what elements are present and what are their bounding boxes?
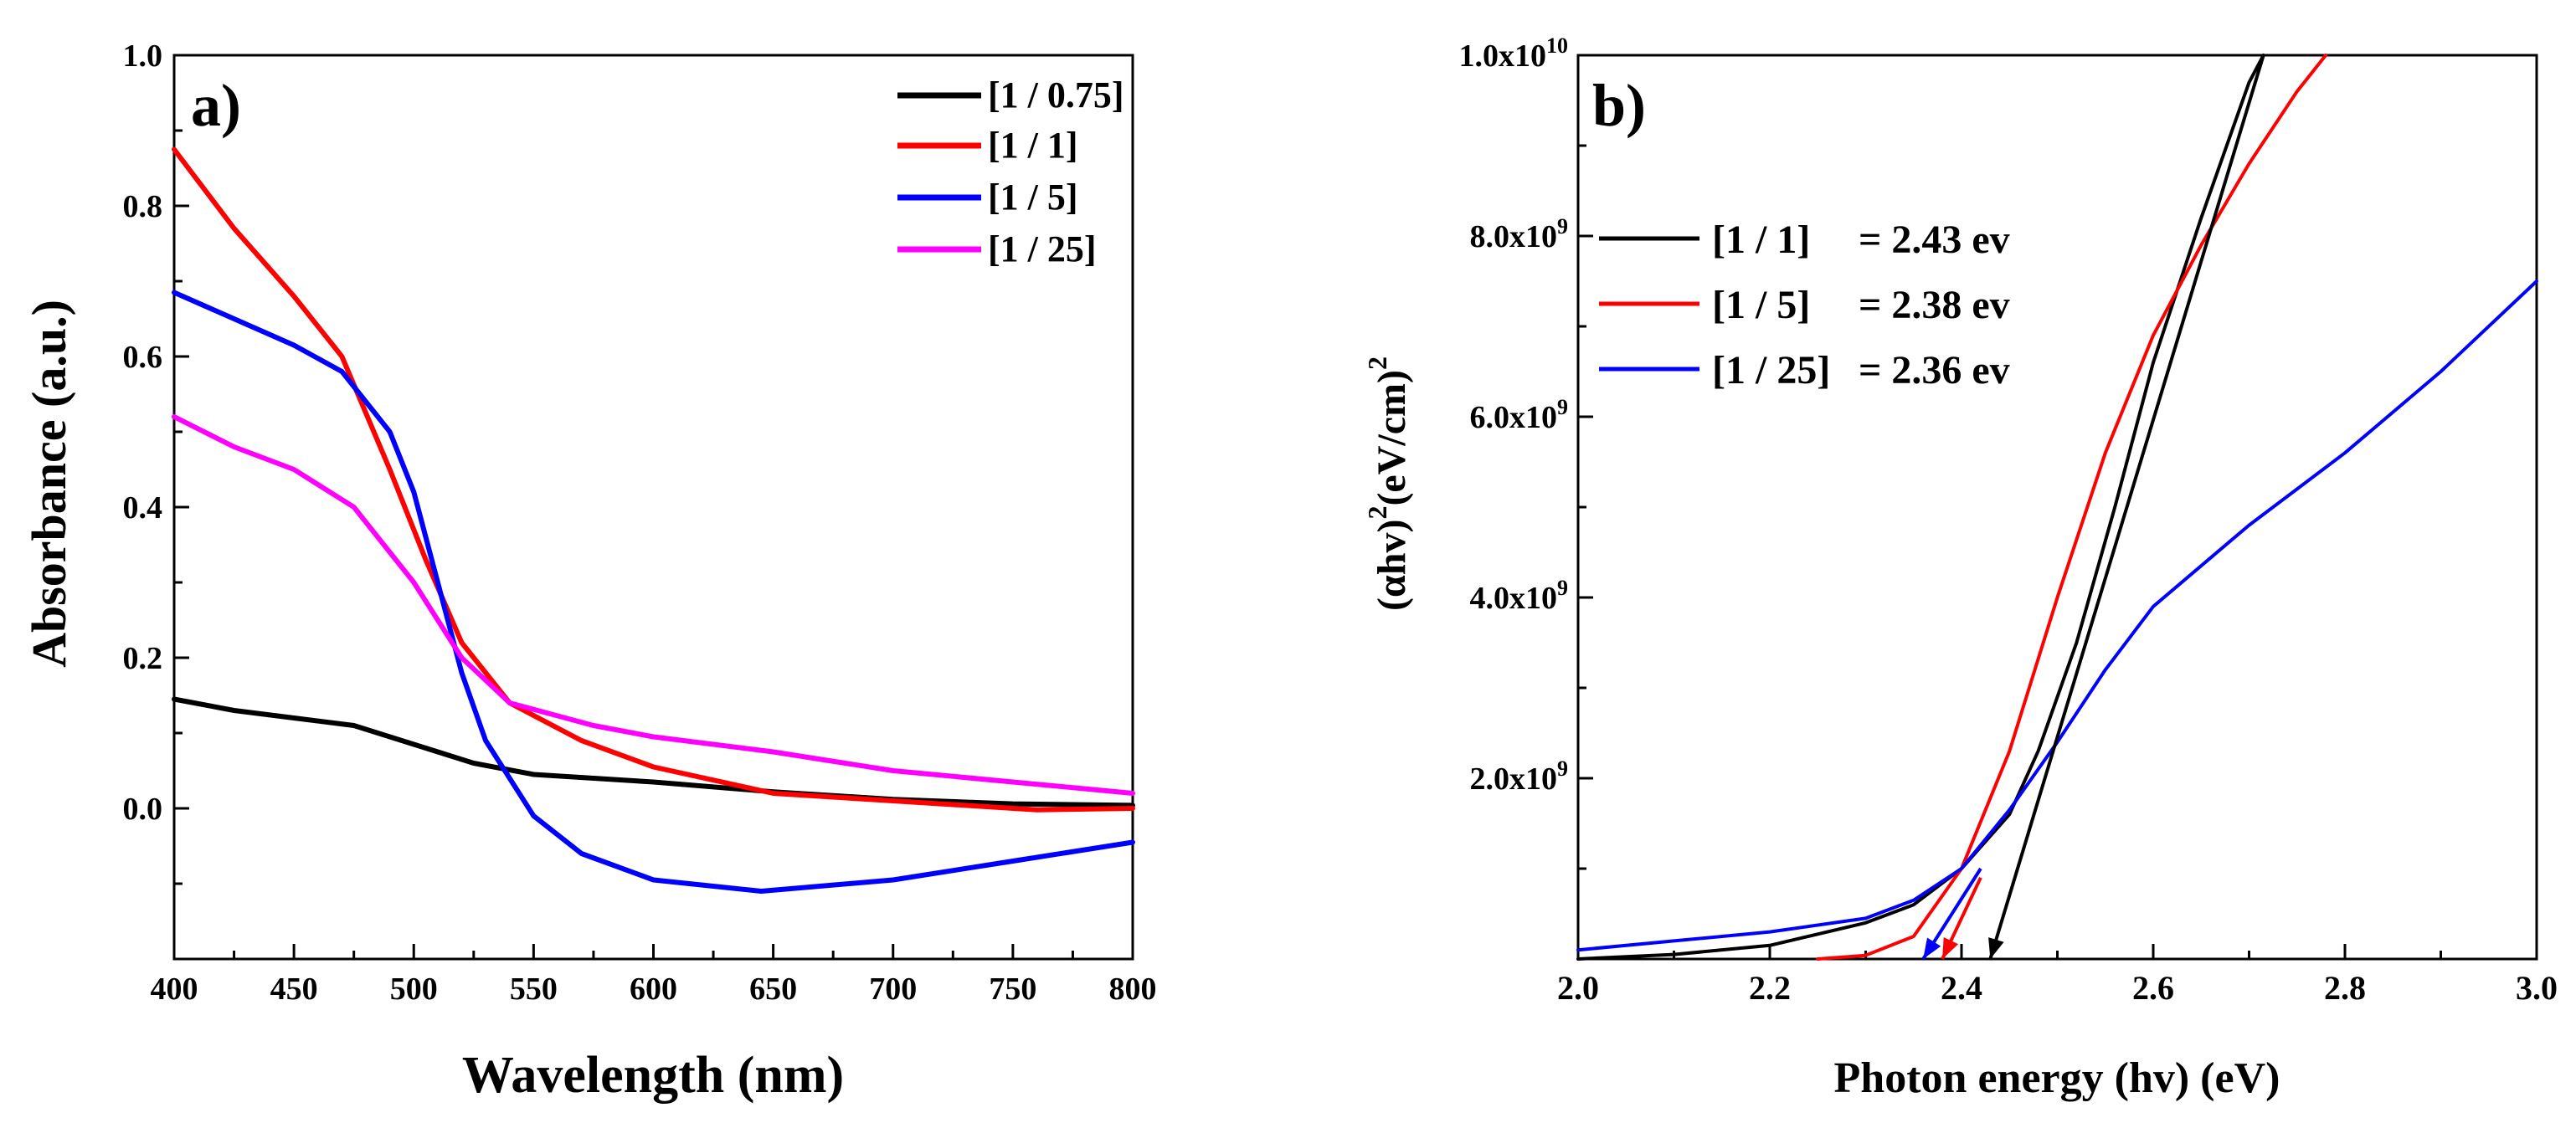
series-line-b-1-25: [1576, 279, 2538, 952]
panel-a-x-tick-label: 650: [749, 972, 797, 1007]
panel-a-chart: a) Wavelength (nm) Absorbance (a.u.) 400…: [22, 38, 1157, 1104]
panel-a-label: a): [191, 72, 241, 139]
legend-value-b-1-5: = 2.38 ev: [1859, 283, 2010, 327]
panel-b-y-tick-label: 6.0x109: [1470, 395, 1569, 435]
panel-b-label: b): [1592, 72, 1646, 139]
series-line-1-0-75: [172, 696, 1135, 808]
series-line-1-25: [172, 414, 1135, 796]
panel-a-x-axis-title: Wavelength (nm): [462, 1047, 844, 1104]
series-line-1-1: [172, 146, 1135, 813]
panel-b-y-axis-title: (αhv)2(eV/cm)2: [1362, 356, 1414, 611]
panel-b-plot-frame: [1576, 54, 2538, 961]
legend-value-b-1-1: = 2.43 ev: [1859, 218, 2010, 262]
panel-b-x-axis-title: Photon energy (hv) (eV): [1834, 1054, 2280, 1102]
panel-a-y-tick-label: 1.0: [123, 38, 163, 74]
panel-b-x-tick-label: 2.0: [1557, 969, 1599, 1007]
panel-b-x-tick-label: 3.0: [2516, 969, 2558, 1007]
panel-a-y-tick-label: 0.6: [123, 340, 163, 375]
legend-label-b-1-5: [1 / 5]: [1712, 283, 1810, 327]
panel-a-y-tick-label: 0.2: [123, 641, 163, 676]
legend-label-1-0-75: [1 / 0.75]: [988, 74, 1124, 115]
legend-label-b-1-25: [1 / 25]: [1712, 348, 1830, 392]
panel-b-y-tick-label: 8.0x109: [1470, 214, 1569, 254]
series-line-b-1-5: [1816, 54, 2328, 961]
legend-label-1-5: [1 / 5]: [988, 177, 1078, 218]
panel-a-x-tick-label: 400: [151, 972, 198, 1007]
panel-b-x-tick-label: 2.2: [1749, 969, 1791, 1007]
panel-a-x-tick-label: 600: [630, 972, 677, 1007]
panel-a-x-tick-label: 750: [989, 972, 1036, 1007]
series-line-1-5: [172, 290, 1135, 894]
legend-label-1-1: [1 / 1]: [988, 125, 1078, 166]
panel-a-y-tick-label: 0.4: [123, 490, 163, 526]
legend-label-1-25: [1 / 25]: [988, 228, 1097, 269]
legend-label-b-1-1: [1 / 1]: [1712, 218, 1810, 262]
fit-arrowhead-1-1-fit: [1988, 937, 2004, 959]
fit-arrowhead-1-25-fit: [1923, 937, 1941, 959]
panel-a-y-tick-label: 0.8: [123, 189, 163, 224]
panel-a-x-tick-label: 450: [270, 972, 318, 1007]
panel-b-y-tick-label: 2.0x109: [1470, 756, 1569, 797]
panel-a-y-tick-label: 0.0: [123, 792, 163, 827]
panel-b-y-tick-label: 4.0x109: [1470, 576, 1569, 616]
panel-a-x-tick-label: 800: [1109, 972, 1157, 1007]
panel-b-legend: [1 / 1] = 2.43 ev [1 / 5] = 2.38 ev [1 /…: [1599, 218, 2010, 392]
fit-line-1-1-fit: [1988, 54, 2265, 960]
fit-arrowhead-1-5-fit: [1942, 937, 1959, 959]
panel-a-x-tick-label: 700: [869, 972, 917, 1007]
panel-a-legend: [1 / 0.75] [1 / 1] [1 / 5] [1 / 25]: [897, 74, 1124, 269]
panel-a-x-tick-label: 550: [510, 972, 558, 1007]
panel-b-chart: b) Photon energy (hv) (eV) (αhv)2(eV/cm)…: [1362, 33, 2558, 1102]
panel-a-y-axis-title: Absorbance (a.u.): [22, 300, 76, 668]
panel-b-x-tick-label: 2.4: [1941, 969, 1982, 1007]
panel-a-x-tick-label: 500: [390, 972, 438, 1007]
legend-value-b-1-25: = 2.36 ev: [1859, 348, 2010, 392]
panel-b-x-tick-label: 2.6: [2132, 969, 2174, 1007]
series-line-b-1-1: [1576, 54, 2265, 961]
panel-b-x-tick-label: 2.8: [2324, 969, 2366, 1007]
panel-b-y-tick-label: 1.0x1010: [1459, 33, 1569, 74]
